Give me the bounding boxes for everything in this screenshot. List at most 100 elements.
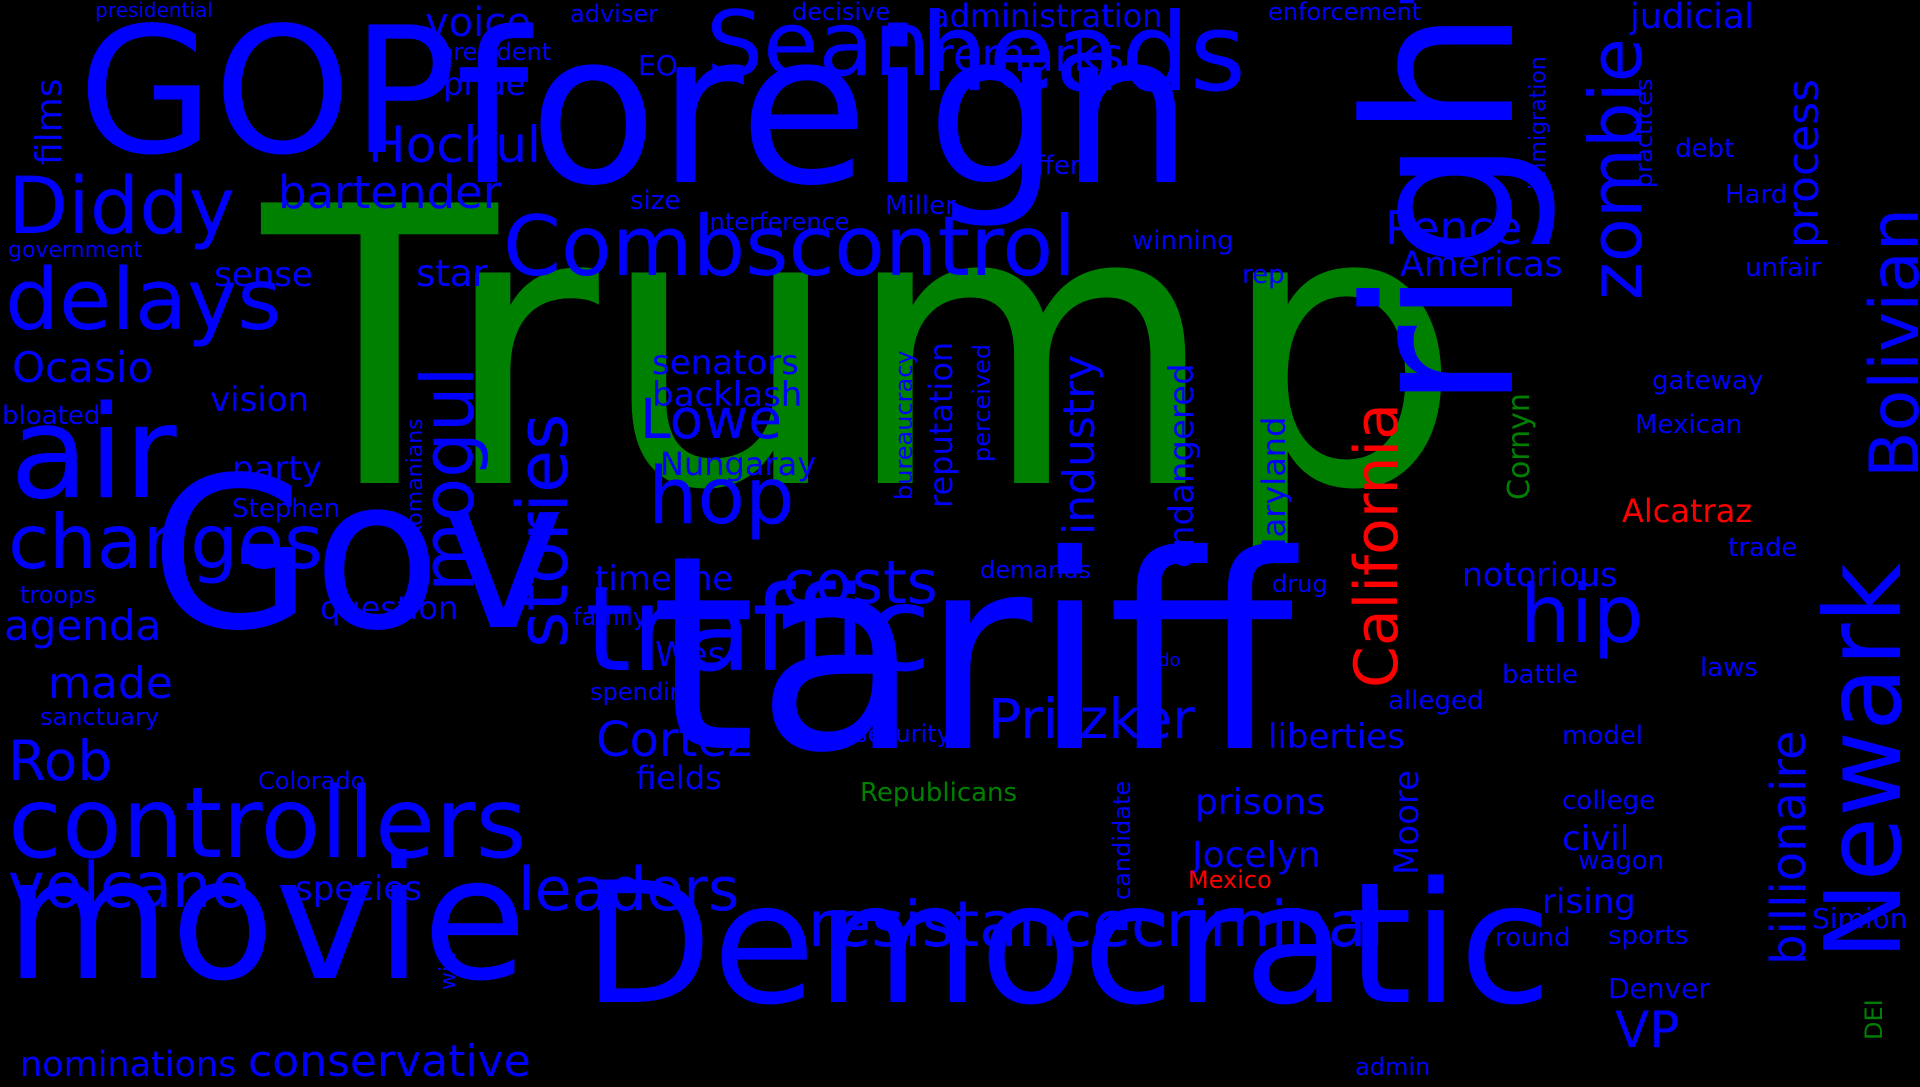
word-backlash: backlash: [652, 375, 803, 415]
word-offer: offer: [1020, 151, 1081, 181]
word-admin: admin: [1355, 1053, 1431, 1081]
word-timeline: timeline: [595, 559, 734, 599]
word-demands: demands: [980, 556, 1092, 584]
word-unfair: unfair: [1745, 253, 1821, 283]
word-hard: Hard: [1725, 180, 1788, 210]
word-delays: delays: [5, 251, 282, 350]
word-bartender: bartender: [278, 166, 502, 219]
word-judicial: judicial: [1630, 0, 1754, 37]
word-perceived: perceived: [968, 343, 996, 462]
word-miller: Miller: [885, 191, 956, 221]
word-gop: GOP: [78, 0, 457, 194]
word-democratic: Democratic: [583, 846, 1552, 1042]
word-hip: hip: [1520, 568, 1644, 661]
word-interference: interference: [703, 208, 850, 236]
word-vision: vision: [210, 380, 310, 420]
word-stephen: Stephen: [232, 494, 341, 524]
word-hop: hop: [648, 452, 795, 542]
word-bloated: bloated: [2, 401, 101, 431]
word-trade: trade: [1728, 533, 1798, 563]
word-round: round: [1495, 923, 1571, 953]
word-civil: civil: [1562, 819, 1630, 859]
word-presidential: presidential: [95, 0, 213, 22]
word-sense: sense: [214, 255, 313, 295]
word-colorado: Colorado: [258, 767, 366, 795]
word-question: question: [320, 589, 459, 627]
word-maryland: Maryland: [1255, 416, 1293, 565]
word-alcatraz: Alcatraz: [1622, 492, 1753, 530]
word-win: win: [436, 951, 461, 990]
word-made: made: [48, 658, 173, 709]
word-government: government: [8, 238, 143, 263]
word-movie: movie: [5, 821, 528, 1019]
word-combscontrol: Combscontrol: [503, 198, 1077, 295]
word-ocasio: Ocasio: [12, 343, 154, 392]
word-industry: industry: [1054, 354, 1105, 535]
word-rising: rising: [1542, 882, 1636, 922]
word-sanctuary: sanctuary: [40, 703, 160, 731]
word-eo: EO: [638, 49, 678, 82]
word-alleged: alleged: [1388, 686, 1484, 716]
word-americas: Americas: [1400, 245, 1563, 285]
word-nungaray: Nungaray: [660, 445, 817, 483]
word-tariff: tariff: [650, 497, 1294, 812]
word-agenda: agenda: [4, 601, 162, 650]
word-leaders: leaders: [518, 855, 740, 925]
word-president: president: [438, 38, 552, 66]
word-mexico: Mexico: [1188, 866, 1272, 894]
word-winning: winning: [1132, 226, 1234, 256]
word-jocelyn: Jocelyn: [1192, 835, 1321, 876]
word-adviser: adviser: [570, 0, 658, 28]
word-stories: stories: [502, 413, 584, 648]
word-practices: practices: [1630, 78, 1658, 188]
word-denver: Denver: [1608, 972, 1710, 1005]
word-candidate: candidate: [1108, 780, 1136, 900]
word-conservative: conservative: [248, 1036, 531, 1087]
word-costs: costs: [782, 548, 938, 618]
word-bureaucracy: bureaucracy: [890, 350, 918, 500]
word-redo: redo: [1140, 650, 1181, 671]
word-controllers: controllers: [8, 767, 527, 881]
word-spending: spending: [590, 678, 701, 706]
word-drug: drug: [1272, 570, 1328, 598]
word-species: species: [295, 869, 422, 909]
word-nominations: nominations: [20, 1045, 237, 1085]
word-administration: administration: [930, 0, 1163, 35]
word-pence: Pence: [1385, 201, 1523, 255]
word-endangered: endangered: [1162, 363, 1202, 568]
word-reputation: reputation: [922, 341, 960, 508]
word-wagon: wagon: [1578, 846, 1665, 876]
word-troops: troops: [20, 581, 96, 609]
word-california: California: [1342, 403, 1412, 688]
word-battle: battle: [1502, 660, 1579, 690]
word-liberties: liberties: [1268, 717, 1405, 757]
word-sports: sports: [1608, 921, 1689, 951]
word-foreign: foreign: [455, 0, 1194, 232]
word-films: films: [29, 78, 70, 165]
word-process: process: [1778, 78, 1829, 248]
word-changes: changes: [8, 498, 324, 586]
word-notorious: notorious: [1462, 555, 1618, 594]
word-security: security: [855, 720, 951, 748]
word-rob: Rob: [8, 729, 113, 793]
word-vp: VP: [1615, 1001, 1680, 1059]
word-romanians: Romanians: [403, 418, 428, 540]
word-fields: fields: [636, 759, 722, 797]
word-immigration: immigration: [1526, 56, 1551, 190]
word-remarks: remarks: [935, 28, 1124, 82]
word-star: star: [416, 252, 488, 295]
word-party: party: [232, 449, 322, 489]
word-mexican: Mexican: [1635, 410, 1743, 440]
word-lowe: Lowe: [640, 387, 783, 451]
word-sean: Sean: [706, 0, 931, 97]
word-debt: debt: [1675, 134, 1735, 164]
word-model: model: [1562, 721, 1643, 751]
word-air: air: [10, 379, 177, 528]
word-diddy: Diddy: [8, 162, 235, 252]
word-pritzker: Pritzker: [988, 687, 1195, 751]
word-college: college: [1562, 786, 1656, 816]
word-enforcement: enforcement: [1268, 0, 1422, 26]
word-voice: voice: [425, 0, 531, 46]
word-heads: heads: [920, 0, 1246, 116]
